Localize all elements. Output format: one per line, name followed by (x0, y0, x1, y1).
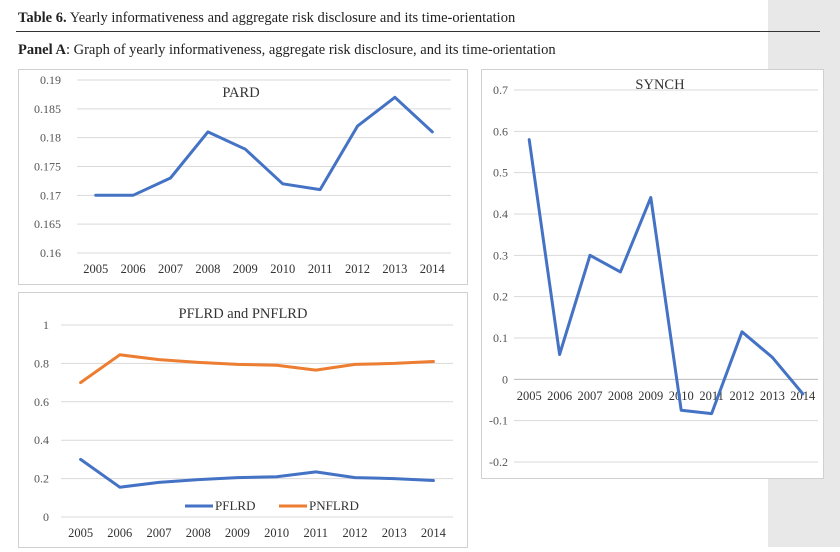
synch-y-tick-label: 0.7 (493, 83, 508, 97)
synch-x-tick-label: 2014 (790, 389, 816, 403)
pard-x-tick-label: 2014 (420, 262, 446, 276)
pflrd-x-tick-label: 2010 (264, 526, 289, 540)
pflrd-chart-title: PFLRD and PNFLRD (179, 306, 308, 322)
pard-x-tick-label: 2006 (121, 262, 146, 276)
pard-x-tick-label: 2005 (83, 262, 108, 276)
synch-x-tick-label: 2008 (608, 389, 633, 403)
pard-y-tick-label: 0.185 (34, 102, 61, 116)
pflrd-y-tick-label: 0.4 (34, 433, 49, 447)
synch-chart-title: SYNCH (635, 77, 685, 93)
pflrd-legend-label: PNFLRD (309, 498, 359, 513)
synch-x-tick-label: 2005 (517, 389, 542, 403)
pflrd-y-tick-label: 0.6 (34, 395, 49, 409)
pard-x-tick-label: 2008 (195, 262, 220, 276)
synch-y-tick-label: -0.2 (489, 455, 508, 469)
pflrd-y-tick-label: 0.8 (34, 356, 49, 370)
pflrd-x-tick-label: 2012 (343, 526, 368, 540)
pflrd-pnflrd-chart-svg: 0 0.2 0.4 0.6 0.8 1 PFLRD and PNFLRD 2005 2006 20… (19, 293, 467, 547)
panel-title: Panel A: Graph of yearly informativeness… (18, 42, 556, 59)
pard-x-tick-label: 2010 (270, 262, 295, 276)
title-rule (16, 31, 820, 32)
synch-chart: -0.2 -0.1 0 0.1 0.2 0.3 0.4 0.5 0.6 0.7 SYNCH 2005 2… (481, 69, 824, 479)
pflrd-x-tick-label: 2011 (304, 526, 329, 540)
pard-y-tick-label: 0.16 (40, 246, 61, 260)
pflrd-y-tick-label: 1 (43, 318, 49, 332)
pflrd-x-tick-label: 2005 (68, 526, 93, 540)
synch-y-tick-label: 0 (502, 372, 508, 386)
synch-y-tick-label: 0.2 (493, 290, 508, 304)
synch-y-tick-label: 0.1 (493, 331, 508, 345)
pard-chart: 0.16 0.165 0.17 0.175 0.18 0.185 0.19 PARD 2005 2… (18, 69, 468, 285)
pard-y-tick-label: 0.175 (34, 160, 61, 174)
synch-y-tick-label: 0.3 (493, 248, 508, 262)
synch-y-tick-label: 0.5 (493, 166, 508, 180)
pflrd-pnflrd-chart: 0 0.2 0.4 0.6 0.8 1 PFLRD and PNFLRD 2005 2006 20… (18, 292, 468, 548)
pard-x-tick-label: 2011 (308, 262, 333, 276)
table-title: Table 6. Yearly informativeness and aggr… (18, 10, 515, 27)
pard-x-tick-label: 2007 (158, 262, 183, 276)
synch-y-tick-label: -0.1 (489, 414, 508, 428)
pflrd-series-line-pflrd (81, 459, 434, 487)
pard-x-tick-label: 2012 (345, 262, 370, 276)
synch-x-tick-label: 2012 (730, 389, 755, 403)
pflrd-y-tick-label: 0 (43, 510, 49, 524)
synch-x-tick-label: 2006 (547, 389, 572, 403)
pard-x-tick-label: 2009 (233, 262, 258, 276)
pard-y-tick-label: 0.17 (40, 188, 61, 202)
pard-x-tick-label: 2013 (382, 262, 407, 276)
pflrd-series-line-pnflrd (81, 355, 434, 383)
pard-y-tick-label: 0.19 (40, 73, 61, 87)
pflrd-x-tick-label: 2008 (186, 526, 211, 540)
pflrd-legend-label: PFLRD (215, 498, 255, 513)
pflrd-x-tick-label: 2006 (107, 526, 132, 540)
pflrd-x-tick-label: 2013 (382, 526, 407, 540)
pflrd-y-tick-label: 0.2 (34, 472, 49, 486)
synch-x-tick-label: 2007 (578, 389, 603, 403)
synch-x-tick-label: 2013 (760, 389, 785, 403)
pard-y-tick-label: 0.165 (34, 217, 61, 231)
pard-series-line-pard (96, 97, 433, 195)
pflrd-x-tick-label: 2014 (421, 526, 447, 540)
pard-chart-svg: 0.16 0.165 0.17 0.175 0.18 0.185 0.19 PARD 2005 2… (19, 70, 467, 284)
synch-series-line-synch (529, 140, 803, 414)
pflrd-x-tick-label: 2007 (147, 526, 172, 540)
pard-y-tick-label: 0.18 (40, 131, 61, 145)
synch-chart-svg: -0.2 -0.1 0 0.1 0.2 0.3 0.4 0.5 0.6 0.7 SYNCH 2005 2… (482, 70, 823, 478)
synch-x-tick-label: 2009 (638, 389, 663, 403)
synch-y-tick-label: 0.4 (493, 207, 508, 221)
synch-y-tick-label: 0.6 (493, 124, 508, 138)
pflrd-x-tick-label: 2009 (225, 526, 250, 540)
pard-chart-title: PARD (222, 85, 259, 101)
